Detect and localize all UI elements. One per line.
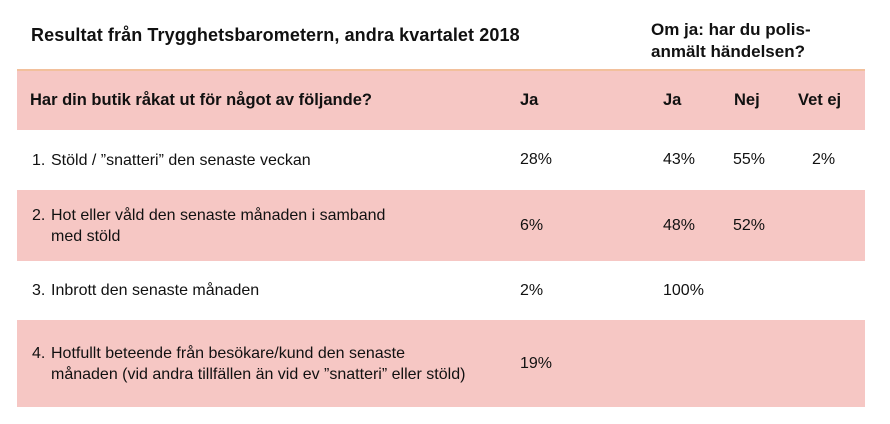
police-report-question-line1: Om ja: har du polis-: [651, 20, 811, 39]
row-ja: 6%: [520, 216, 544, 234]
table-row: 2. Hot eller våld den senaste månaden i …: [17, 190, 865, 261]
row-ja: 28%: [520, 151, 553, 168]
header-police-vet-ej: Vet ej: [798, 91, 842, 109]
row-police-ja: 43%: [663, 151, 696, 168]
header-question: Har din butik råkat ut för något av följ…: [30, 91, 372, 109]
row-number: 4.: [32, 344, 46, 362]
row-text: Stöld / ”snatteri” den senaste veckan: [51, 151, 311, 169]
row-ja: 19%: [520, 354, 553, 372]
table-header-row: Har din butik råkat ut för något av följ…: [17, 69, 865, 130]
row-ja: 2%: [520, 281, 544, 299]
row-question: 4. Hotfullt beteende från besökare/kund …: [32, 320, 512, 407]
row-number: 1.: [32, 151, 46, 169]
table-row: 1. Stöld / ”snatteri” den senaste veckan…: [17, 130, 865, 190]
page-title: Resultat från Trygghetsbarometern, andra…: [31, 25, 520, 45]
header-police-nej: Nej: [734, 91, 760, 109]
row-question: 2. Hot eller våld den senaste månaden i …: [32, 190, 512, 261]
row-number: 3.: [32, 282, 46, 299]
header-ja: Ja: [520, 91, 539, 109]
row-question: 3. Inbrott den senaste månaden: [32, 261, 512, 320]
header-police-ja: Ja: [663, 91, 682, 109]
row-police-nej: 52%: [733, 216, 766, 234]
table-row: 3. Inbrott den senaste månaden 2% 100%: [17, 261, 865, 320]
table-row: 4. Hotfullt beteende från besökare/kund …: [17, 320, 865, 407]
row-text: Inbrott den senaste månaden: [51, 282, 260, 299]
row-police-ja: 48%: [663, 216, 696, 234]
row-police-vet-ej: 2%: [812, 151, 836, 168]
police-report-question: Om ja: har du polis- anmält händelsen?: [651, 19, 851, 63]
results-table: Har din butik råkat ut för något av följ…: [17, 69, 865, 407]
row-text: Hotfullt beteende från besökare/kund den…: [51, 344, 466, 383]
row-number: 2.: [32, 206, 46, 224]
row-police-ja: 100%: [663, 281, 704, 299]
police-report-question-line2: anmält händelsen?: [651, 42, 805, 61]
row-question: 1. Stöld / ”snatteri” den senaste veckan: [32, 130, 512, 190]
row-text: Hot eller våld den senaste månaden i sam…: [51, 206, 386, 245]
row-police-nej: 55%: [733, 151, 766, 168]
